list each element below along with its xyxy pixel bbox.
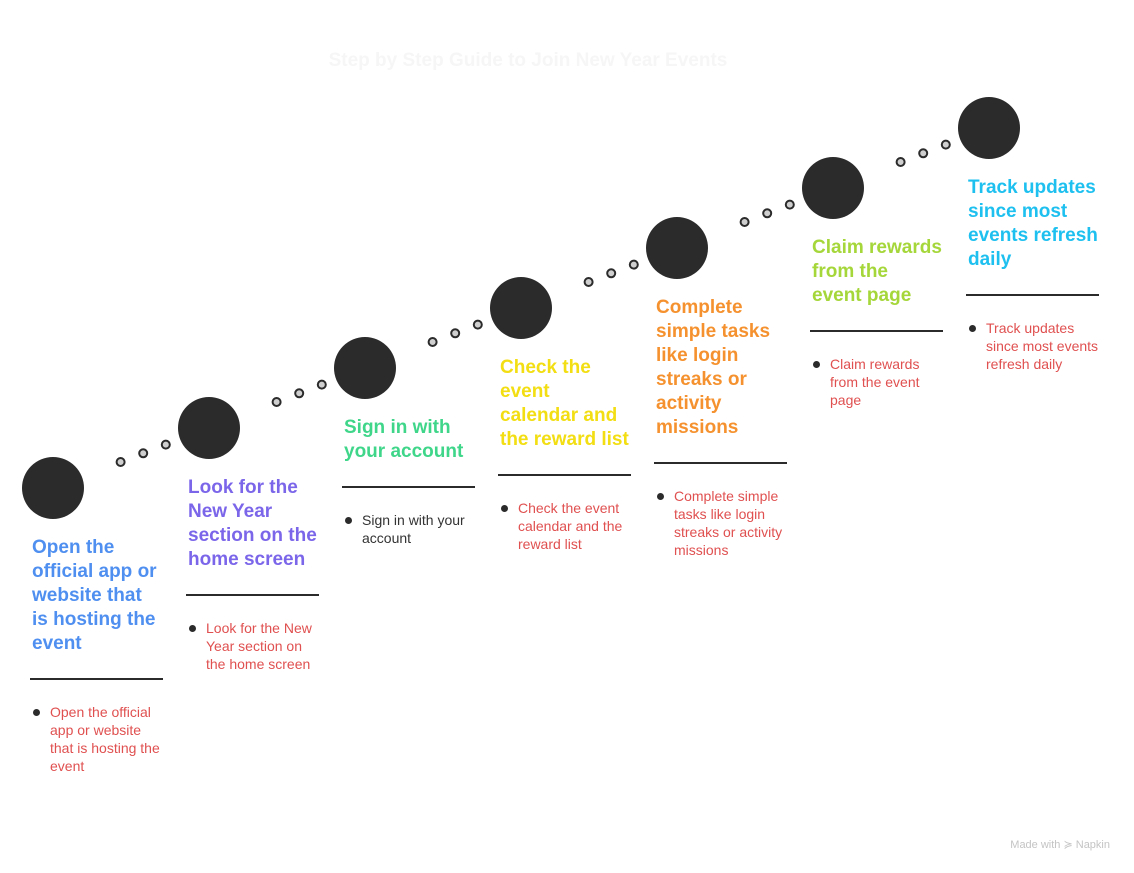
step-detail-text: Claim rewards from the event page (830, 356, 920, 408)
step-title: Check the event calendar and the reward … (500, 357, 629, 450)
bullet-icon (813, 361, 820, 368)
connector-dot (762, 208, 773, 219)
bullet-icon (657, 493, 664, 500)
step-marker (802, 157, 864, 219)
step-detail-text: Check the event calendar and the reward … (518, 500, 623, 552)
step-column: Check the event calendar and the reward … (498, 356, 634, 553)
divider (30, 678, 163, 680)
bullet-icon (33, 709, 40, 716)
connector-dot (138, 448, 149, 459)
step-title: Open the official app or website that is… (32, 537, 157, 654)
bullet-icon (345, 517, 352, 524)
connector-dot (606, 268, 617, 279)
step-marker (958, 97, 1020, 159)
connector-dot (450, 328, 461, 339)
step-detail-text: Sign in with your account (362, 512, 465, 546)
connector-dot (427, 337, 438, 347)
bullet-icon (501, 505, 508, 512)
divider (186, 594, 319, 596)
step-detail-text: Look for the New Year section on the hom… (206, 620, 312, 672)
step-marker (646, 217, 708, 279)
divider (966, 294, 1099, 296)
connector-dot (115, 457, 126, 467)
step-detail: Claim rewards from the event page (810, 355, 945, 409)
divider (498, 474, 631, 476)
divider (810, 330, 943, 332)
divider (654, 462, 787, 464)
divider (342, 486, 475, 488)
step-column: Open the official app or website that is… (30, 536, 166, 775)
connector-dot (160, 439, 171, 450)
step-detail-text: Open the official app or website that is… (50, 704, 160, 774)
diagram-title: Step by Step Guide to Join New Year Even… (328, 50, 728, 71)
connector-dot (472, 319, 483, 330)
step-detail-text: Complete simple tasks like login streaks… (674, 488, 783, 558)
step-title: Sign in with your account (344, 417, 464, 462)
step-title: Claim rewards from the event page (812, 237, 942, 306)
step-detail: Track updates since most events refresh … (966, 319, 1101, 373)
step-column: Claim rewards from the event page Claim … (810, 236, 946, 409)
step-title: Look for the New Year section on the hom… (188, 477, 317, 570)
step-marker (334, 337, 396, 399)
bullet-icon (969, 325, 976, 332)
connector-dot (271, 397, 282, 407)
step-detail-text: Track updates since most events refresh … (986, 320, 1099, 372)
step-detail: Open the official app or website that is… (30, 703, 165, 775)
step-marker (178, 397, 240, 459)
connector-dot (940, 139, 951, 150)
connector-dot (316, 379, 327, 390)
step-column: Complete simple tasks like login streaks… (654, 296, 790, 559)
connector-dot (784, 199, 795, 210)
step-column: Sign in with your account Sign in with y… (342, 416, 478, 547)
step-title: Complete simple tasks like login streaks… (656, 297, 771, 438)
step-detail: Look for the New Year section on the hom… (186, 619, 321, 673)
bullet-icon (189, 625, 196, 632)
step-detail: Sign in with your account (342, 511, 477, 547)
step-marker (22, 457, 84, 519)
connector-dot (918, 148, 929, 159)
connector-dot (895, 157, 906, 167)
step-marker (490, 277, 552, 339)
connector-dot (583, 277, 594, 287)
step-detail: Check the event calendar and the reward … (498, 499, 633, 553)
step-title: Track updates since most events refresh … (968, 177, 1098, 270)
napkin-credit: Made with ≽ Napkin (1010, 839, 1110, 851)
connector-dot (294, 388, 305, 399)
step-detail: Complete simple tasks like login streaks… (654, 487, 789, 559)
connector-dot (628, 259, 639, 270)
connector-dot (739, 217, 750, 227)
step-column: Look for the New Year section on the hom… (186, 476, 322, 673)
step-column: Track updates since most events refresh … (966, 176, 1102, 373)
